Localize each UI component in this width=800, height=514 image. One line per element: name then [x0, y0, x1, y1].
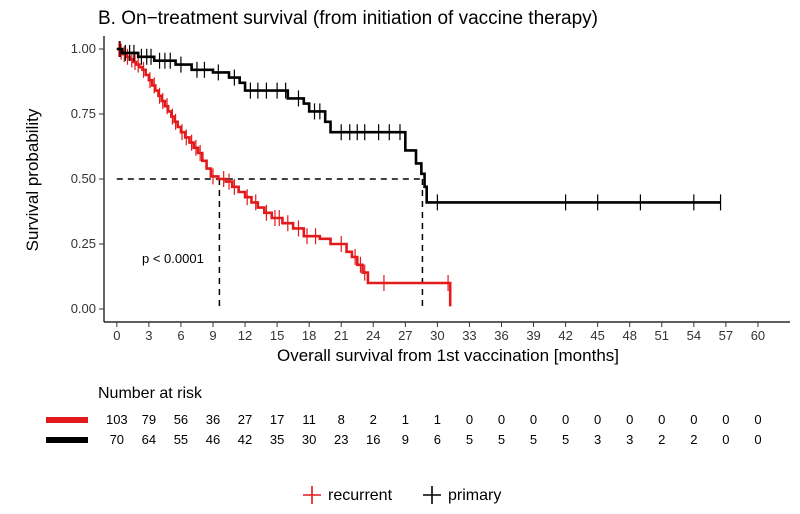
- risk-value-recurrent: 56: [174, 412, 188, 427]
- risk-value-primary: 5: [466, 432, 473, 447]
- x-tick-label: 15: [270, 328, 284, 343]
- risk-value-primary: 35: [270, 432, 284, 447]
- risk-value-primary: 23: [334, 432, 348, 447]
- x-tick-label: 60: [751, 328, 765, 343]
- x-tick-label: 36: [494, 328, 508, 343]
- risk-value-primary: 0: [722, 432, 729, 447]
- risk-table: 103 79 56 36 27 17 11 8 2 1 1 0 0 0 0 0 0 0 0 0 070 64 55 46 42 3…: [46, 412, 762, 447]
- legend-label-recurrent: recurrent: [328, 487, 393, 504]
- risk-value-primary: 2: [658, 432, 665, 447]
- y-tick-label: 1.00: [71, 41, 96, 56]
- risk-value-recurrent: 36: [206, 412, 220, 427]
- risk-value-recurrent: 0: [594, 412, 601, 427]
- x-tick-label: 9: [209, 328, 216, 343]
- risk-value-primary: 2: [690, 432, 697, 447]
- risk-value-primary: 70: [110, 432, 124, 447]
- risk-value-recurrent: 8: [338, 412, 345, 427]
- risk-value-primary: 3: [594, 432, 601, 447]
- risk-value-recurrent: 1: [434, 412, 441, 427]
- risk-value-recurrent: 0: [690, 412, 697, 427]
- x-tick-label: 39: [526, 328, 540, 343]
- x-tick-label: 54: [687, 328, 701, 343]
- legend: recurrent primary: [303, 486, 501, 504]
- x-tick-label: 51: [655, 328, 669, 343]
- risk-value-primary: 16: [366, 432, 380, 447]
- risk-value-recurrent: 0: [498, 412, 505, 427]
- risk-value-recurrent: 0: [530, 412, 537, 427]
- risk-value-recurrent: 17: [270, 412, 284, 427]
- x-tick-label: 0: [113, 328, 120, 343]
- chart-title: B. On−treatment survival (from initiatio…: [98, 8, 598, 29]
- risk-value-recurrent: 0: [626, 412, 633, 427]
- risk-value-primary: 55: [174, 432, 188, 447]
- risk-value-primary: 5: [530, 432, 537, 447]
- x-tick-label: 3: [145, 328, 152, 343]
- risk-value-primary: 3: [626, 432, 633, 447]
- risk-value-primary: 9: [402, 432, 409, 447]
- risk-value-primary: 46: [206, 432, 220, 447]
- x-axis-label: Overall survival from 1st vaccination [m…: [277, 346, 619, 365]
- x-tick-label: 18: [302, 328, 316, 343]
- survival-curve-recurrent: [116, 47, 452, 307]
- x-tick-label: 42: [558, 328, 572, 343]
- risk-value-recurrent: 103: [106, 412, 128, 427]
- x-tick-label: 12: [238, 328, 252, 343]
- legend-label-primary: primary: [448, 487, 501, 504]
- risk-value-primary: 5: [498, 432, 505, 447]
- risk-value-recurrent: 27: [238, 412, 252, 427]
- risk-value-recurrent: 0: [658, 412, 665, 427]
- p-value-annotation: p < 0.0001: [142, 251, 204, 266]
- x-tick-label: 48: [622, 328, 636, 343]
- risk-value-recurrent: 0: [466, 412, 473, 427]
- risk-value-primary: 0: [754, 432, 761, 447]
- x-tick-label: 21: [334, 328, 348, 343]
- risk-value-recurrent: 79: [142, 412, 156, 427]
- x-tick-label: 24: [366, 328, 380, 343]
- risk-value-primary: 30: [302, 432, 316, 447]
- risk-value-recurrent: 0: [562, 412, 569, 427]
- risk-value-primary: 64: [142, 432, 156, 447]
- x-tick-label: 33: [462, 328, 476, 343]
- x-tick-label: 27: [398, 328, 412, 343]
- risk-value-primary: 5: [562, 432, 569, 447]
- y-tick-label: 0.00: [71, 301, 96, 316]
- risk-value-recurrent: 0: [754, 412, 761, 427]
- risk-table-title: Number at risk: [98, 385, 203, 402]
- risk-value-primary: 6: [434, 432, 441, 447]
- risk-value-recurrent: 1: [402, 412, 409, 427]
- y-axis-label: Survival probability: [23, 108, 42, 251]
- risk-value-primary: 42: [238, 432, 252, 447]
- x-tick-label: 45: [590, 328, 604, 343]
- y-tick-label: 0.25: [71, 236, 96, 251]
- risk-value-recurrent: 2: [370, 412, 377, 427]
- x-tick-label: 30: [430, 328, 444, 343]
- risk-value-recurrent: 11: [302, 412, 316, 427]
- y-tick-label: 0.75: [71, 106, 96, 121]
- x-tick-label: 6: [177, 328, 184, 343]
- risk-value-recurrent: 0: [722, 412, 729, 427]
- x-tick-label: 57: [719, 328, 733, 343]
- y-tick-label: 0.50: [71, 171, 96, 186]
- plot-area: 0 3 6 9 12 15 18 21 24 27 30 33 36 39 42 45 48 51 54 57 600.…: [71, 36, 790, 343]
